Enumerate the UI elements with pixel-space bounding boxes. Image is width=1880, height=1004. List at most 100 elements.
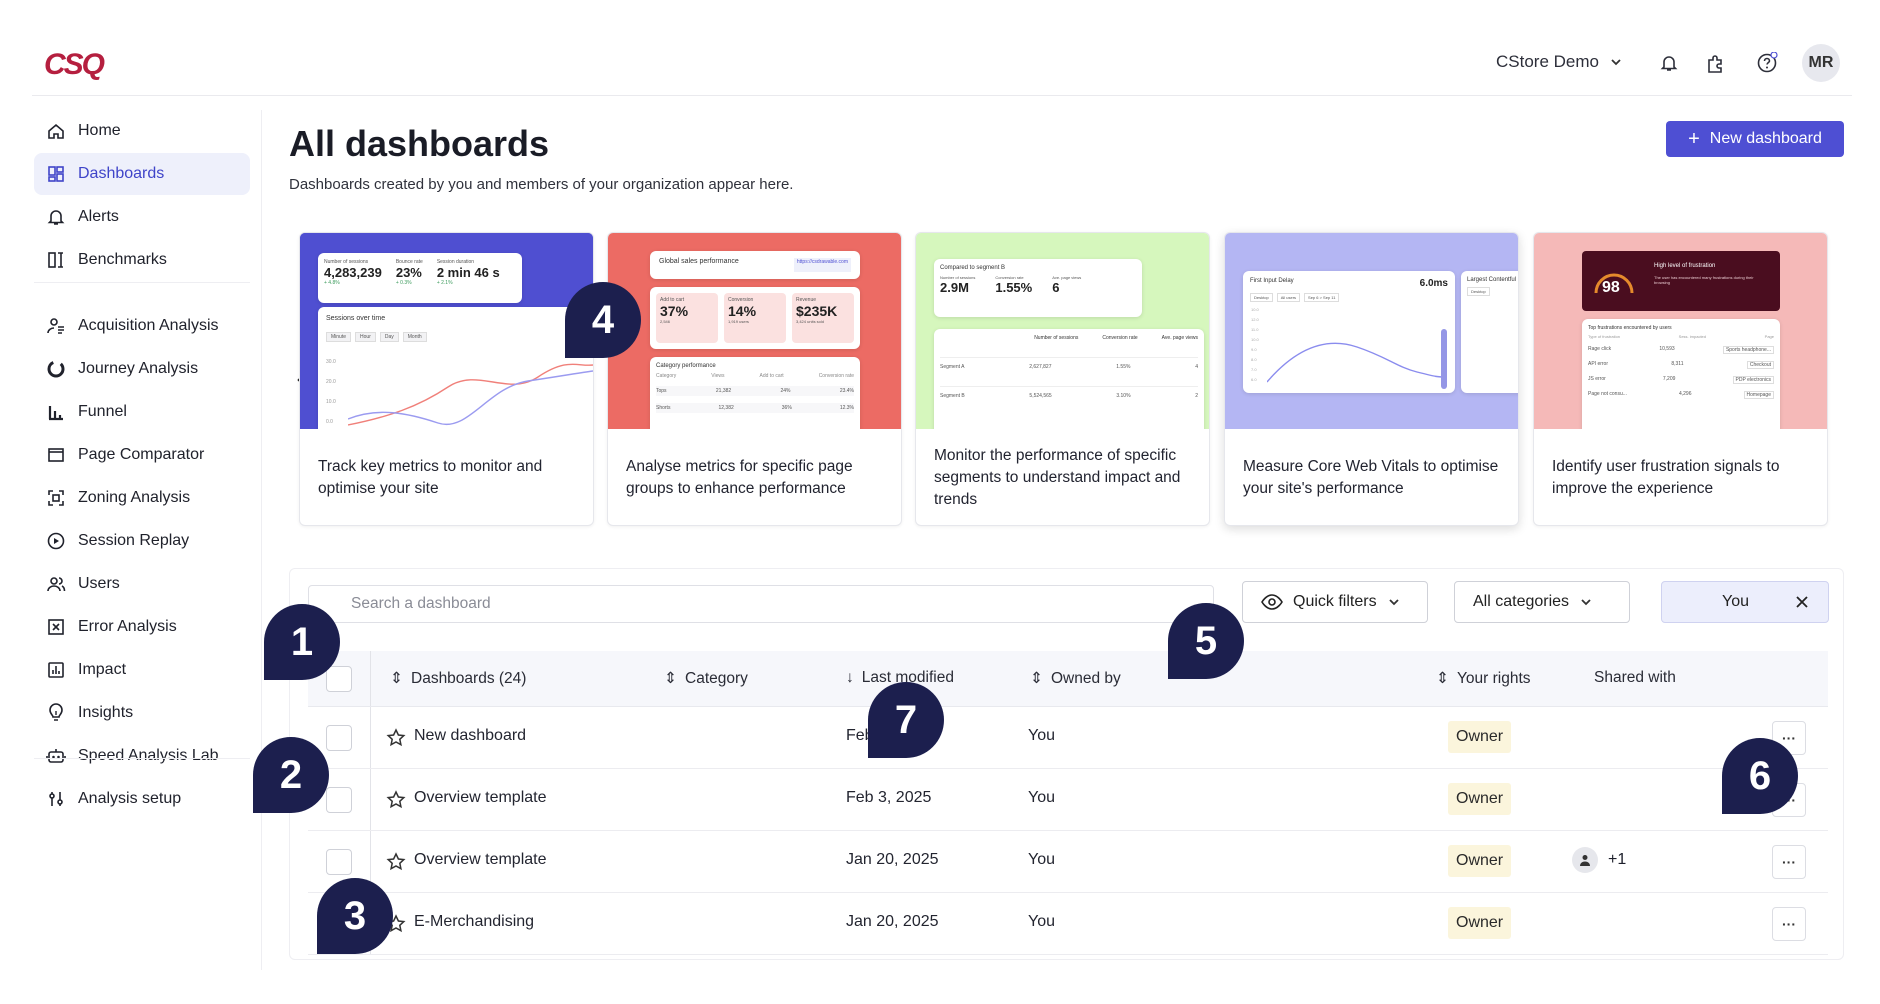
sidebar-item-users[interactable]: Users [34,563,250,605]
close-icon[interactable] [1794,594,1810,610]
logo[interactable]: CSQ [44,48,105,81]
thumb-table-cell: 2,627,827 [1029,364,1052,370]
row-checkbox[interactable] [326,849,352,875]
thumb-filter-pill: Desktop [1250,293,1273,302]
column-category[interactable]: ⇕ Category [664,669,748,688]
row-checkbox[interactable] [326,787,352,813]
sidebar-item-insights[interactable]: Insights [34,692,250,734]
sidebar-item-label: Analysis setup [78,790,182,807]
favorite-star-icon[interactable] [386,852,406,872]
sidebar-item-acquisition-analysis[interactable]: Acquisition Analysis [34,305,250,347]
notifications-button[interactable] [1652,46,1686,80]
sidebar-item-dashboards[interactable]: Dashboards [34,153,250,195]
search-input[interactable]: Search a dashboard [308,585,1214,623]
sidebar-item-label: Page Comparator [78,446,205,463]
page-subtitle: Dashboards created by you and members of… [289,176,794,193]
user-avatar[interactable]: MR [1802,44,1840,82]
sidebar-item-benchmarks[interactable]: Benchmarks [34,239,250,281]
column-last-modified[interactable]: ↓ Last modified [846,669,954,687]
new-dashboard-button[interactable]: + New dashboard [1666,121,1844,157]
dashboard-icon [48,166,64,182]
sidebar-divider [34,282,250,283]
thumb-kpi-delta: + 4.8% [324,280,340,286]
sidebar-item-analysis-setup[interactable]: Analysis setup [34,778,250,820]
help-icon [1757,52,1778,73]
integrations-button[interactable] [1699,46,1733,80]
user-avatar-icon [1572,847,1598,873]
owner-name: You [1028,727,1055,744]
sidebar-item-alerts[interactable]: Alerts [34,196,250,238]
thumb-table-cell: Segment B [940,393,965,399]
thumb-title-panel: Global sales performance https://csdrawab… [650,251,860,279]
sidebar-item-label: Session Replay [78,532,190,549]
sidebar-item-speed-analysis-lab[interactable]: Speed Analysis Lab [34,735,250,777]
quick-filters-button[interactable]: Quick filters [1242,581,1428,623]
template-card[interactable]: First Input Delay 6.0ms Desktop All users Se… [1224,232,1519,526]
template-card[interactable]: Global sales performance https://csdrawab… [607,232,902,526]
users-icon [47,577,66,592]
dashboard-name[interactable]: Overview template [414,789,547,806]
thumb-axis-tick: 9.0 [1251,347,1257,352]
sidebar-item-journey-analysis[interactable]: Journey Analysis [34,348,250,390]
thumb-table-cell: 1.55% [1116,364,1131,370]
thumb-metric-value: 37% [660,303,689,319]
row-more-button[interactable]: ··· [1772,845,1806,879]
template-card[interactable]: Compared to segment B Number of sessions 2… [915,232,1210,526]
dashboard-name[interactable]: New dashboard [414,727,527,744]
thumb-metrics-panel: Add to cart 37% 2,546 Conversion 14% 1,919 us… [650,287,860,349]
chevron-down-icon [1581,599,1591,606]
thumb-metric-value: 14% [728,303,757,319]
sidebar-item-label: Funnel [78,403,127,420]
sidebar-item-session-replay[interactable]: Session Replay [34,520,250,562]
thumb-table-cell: 2 [1195,393,1198,399]
dashboard-name[interactable]: E-Merchandising [414,913,535,930]
thumb-metric-value: 6.0ms [1419,278,1448,289]
sidebar-item-funnel[interactable]: Funnel [34,391,250,433]
table-row[interactable]: Overview template Jan 20, 2025 You Owner +1 ·… [308,831,1828,893]
favorite-star-icon[interactable] [386,728,406,748]
thumb-axis-tick: 10.0 [1251,337,1259,342]
thumb-kpi-value: 2 min 46 s [436,265,500,280]
owner-chip-label: You [1722,593,1749,610]
template-card[interactable]: Number of sessions 4,283,239 + 4.8% Bounce … [299,232,594,526]
thumb-kpi-panel: Compared to segment B Number of sessions 2… [934,259,1142,317]
workspace-selector[interactable]: CStore Demo [1496,52,1623,72]
workspace-name: CStore Demo [1496,52,1599,71]
select-all-checkbox[interactable] [326,666,352,692]
sort-icon: ⇕ [1436,670,1449,687]
table-row[interactable]: E-Merchandising Jan 20, 2025 You Owner ··· [308,893,1828,955]
categories-dropdown[interactable]: All categories [1454,581,1630,623]
row-checkbox[interactable] [326,725,352,751]
sidebar-item-label: Error Analysis [78,618,177,635]
template-card[interactable]: 98 High level of frustration The user has … [1533,232,1828,526]
thumb-axis-tick: 7.0 [1251,367,1257,372]
sidebar-item-error-analysis[interactable]: Error Analysis [34,606,250,648]
thumb-metric-label: Add to cart [660,297,685,303]
thumb-table-panel: Number of sessions Conversion rate Ave. pa… [934,329,1204,429]
benchmark-icon [48,252,63,268]
column-your-rights[interactable]: ⇕ Your rights [1436,669,1531,688]
dashboard-name[interactable]: Overview template [414,851,547,868]
favorite-star-icon[interactable] [386,790,406,810]
owner-filter-chip[interactable]: You [1661,581,1829,623]
thumb-table-cell: Page not consu... [1588,391,1627,397]
shared-with[interactable]: +1 [1572,847,1626,873]
column-owned-by[interactable]: ⇕ Owned by [1030,669,1121,688]
thumb-score-value: 98 [1602,279,1620,296]
template-thumbnail: 98 High level of frustration The user has … [1534,233,1827,429]
thumb-axis-tick: 20.0 [326,379,336,385]
row-more-button[interactable]: ··· [1772,907,1806,941]
thumb-table-header: Conversion rate [1102,335,1138,341]
sidebar-item-home[interactable]: Home [34,110,250,152]
thumb-score-note: The user has encountered many frustratio… [1654,275,1754,285]
dashboards-table-panel: Search a dashboard Quick filters All cat… [289,568,1844,960]
template-thumbnail: Global sales performance https://csdrawab… [608,233,901,429]
help-button[interactable] [1750,46,1784,80]
thumb-kpi-value: 4,283,239 [324,265,382,280]
sidebar-item-zoning-analysis[interactable]: Zoning Analysis [34,477,250,519]
sidebar-item-page-comparator[interactable]: Page Comparator [34,434,250,476]
sidebar-item-impact[interactable]: Impact [34,649,250,691]
column-dashboards[interactable]: ⇕ Dashboards (24) [390,669,526,688]
